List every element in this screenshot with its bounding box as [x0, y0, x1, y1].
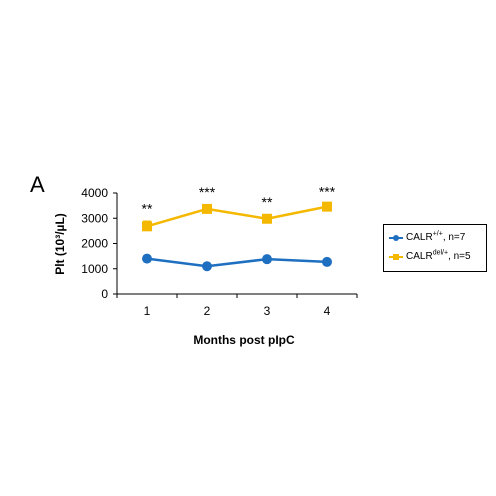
chart-axes: 0 1000 2000 3000 4000 1 2 3 4 [81, 186, 358, 318]
data-point [142, 221, 152, 232]
x-axis-label: Months post pIpC [193, 333, 295, 347]
data-point [322, 256, 332, 267]
x-tick-label: 1 [144, 304, 151, 318]
data-point [202, 203, 212, 214]
y-tick-label: 2000 [81, 237, 108, 251]
y-tick-label: 3000 [81, 211, 108, 225]
series-lines [146, 205, 328, 268]
legend-item-series-2: CALRdel/+, n=5 [389, 249, 471, 262]
legend-item-series-1: CALR+/+, n=7 [389, 230, 466, 243]
data-markers [142, 201, 332, 272]
legend-swatch-series-2 [389, 253, 403, 261]
y-tick-label: 0 [101, 287, 108, 301]
significance-marker: *** [199, 184, 216, 200]
data-point [262, 254, 272, 265]
x-tick-label: 3 [264, 304, 271, 318]
legend-label-series-2: CALRdel/+, n=5 [406, 249, 471, 262]
data-point [202, 261, 212, 272]
x-tick-label: 4 [324, 304, 331, 318]
significance-annotations: ********** [142, 184, 336, 217]
panel-label: A [30, 172, 45, 197]
y-tick-label: 1000 [81, 262, 108, 276]
significance-marker: ** [142, 200, 153, 216]
series-line-1 [146, 257, 328, 268]
chart-legend: CALR+/+, n=7 CALRdel/+, n=5 [383, 224, 487, 272]
legend-label-series-1: CALR+/+, n=7 [406, 230, 466, 243]
y-tick-label: 4000 [81, 186, 108, 200]
significance-marker: *** [319, 184, 336, 200]
legend-swatch-series-1 [389, 234, 403, 242]
data-point [322, 201, 332, 212]
y-axis-label: Plt (10³/µL) [53, 213, 67, 275]
x-tick-label: 2 [204, 304, 211, 318]
data-point [142, 253, 152, 264]
series-line-2 [146, 205, 328, 228]
significance-marker: ** [262, 194, 273, 210]
data-point [262, 213, 272, 224]
